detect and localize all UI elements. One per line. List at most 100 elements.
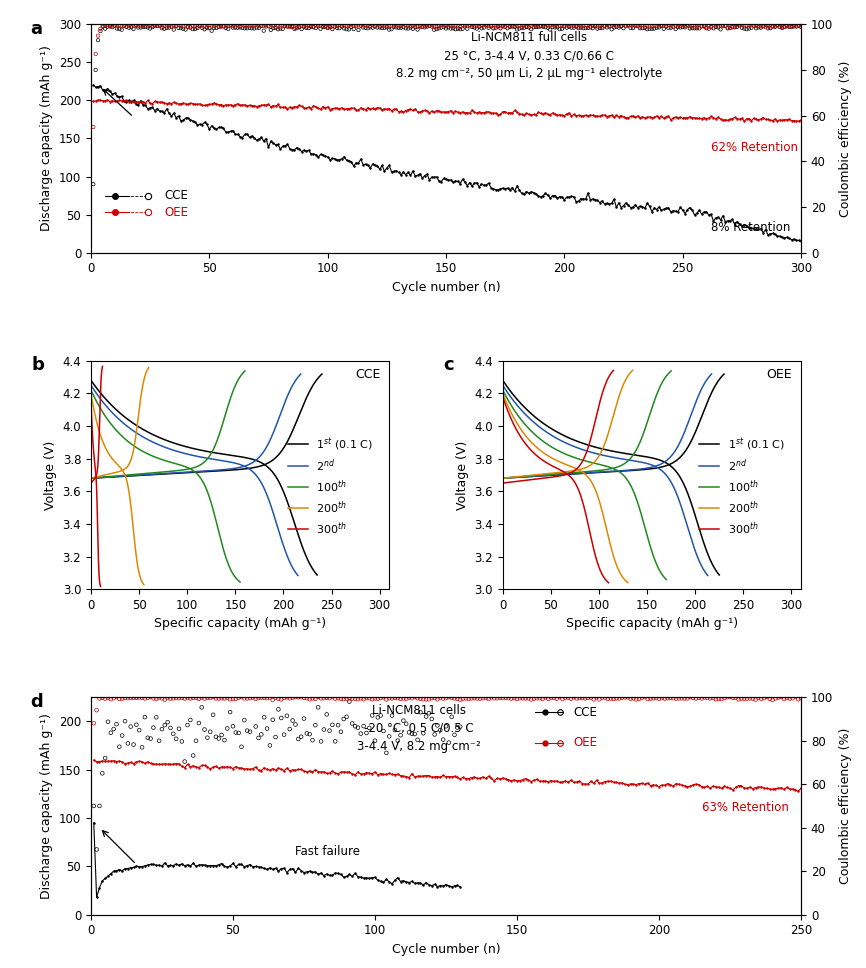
Point	[317, 690, 331, 706]
Point	[313, 21, 327, 37]
Point	[727, 19, 741, 35]
Point	[588, 17, 602, 33]
Point	[645, 18, 659, 34]
Point	[436, 732, 450, 747]
Point	[726, 19, 740, 35]
Point	[171, 17, 185, 33]
Point	[197, 18, 211, 34]
Point	[494, 20, 507, 36]
Point	[692, 690, 706, 706]
Text: 62% Retention: 62% Retention	[711, 141, 798, 155]
Point	[288, 21, 301, 37]
Point	[166, 726, 180, 741]
Point	[730, 19, 744, 35]
Point	[118, 713, 132, 729]
Point	[690, 20, 704, 36]
Point	[496, 17, 510, 33]
Point	[115, 728, 129, 743]
Point	[133, 19, 147, 35]
Point	[439, 690, 453, 706]
Point	[402, 690, 416, 706]
Text: 8% Retention: 8% Retention	[711, 222, 791, 234]
Point	[162, 19, 176, 35]
Point	[588, 18, 602, 34]
Point	[607, 691, 621, 707]
Point	[593, 20, 607, 36]
Point	[643, 18, 656, 34]
Point	[423, 18, 436, 34]
Point	[161, 714, 175, 730]
Point	[614, 18, 628, 34]
Point	[181, 690, 195, 706]
Point	[590, 689, 604, 705]
Point	[735, 20, 749, 36]
Point	[288, 19, 301, 35]
Point	[330, 20, 344, 36]
Point	[167, 22, 181, 38]
Point	[766, 692, 779, 708]
Point	[619, 18, 633, 34]
Point	[110, 18, 124, 34]
Point	[311, 689, 325, 705]
Point	[475, 18, 488, 34]
Point	[200, 730, 214, 745]
Point	[578, 20, 592, 36]
Point	[626, 690, 640, 706]
Point	[417, 19, 431, 35]
Point	[246, 690, 260, 706]
Point	[277, 727, 291, 742]
Point	[88, 62, 102, 77]
Point	[141, 730, 155, 745]
Point	[88, 46, 102, 62]
Point	[527, 17, 540, 33]
Point	[555, 691, 569, 707]
Point	[419, 709, 433, 724]
Point	[178, 754, 191, 770]
Point	[177, 21, 191, 37]
Point	[132, 19, 145, 35]
Point	[488, 20, 502, 36]
X-axis label: Cycle number (n): Cycle number (n)	[391, 281, 501, 294]
Point	[617, 16, 630, 32]
Point	[158, 18, 171, 34]
Point	[559, 17, 573, 33]
Point	[331, 717, 345, 733]
Point	[277, 690, 291, 706]
Point	[633, 18, 647, 34]
Point	[629, 18, 643, 34]
Point	[342, 690, 356, 706]
Point	[727, 19, 741, 35]
Point	[527, 691, 541, 707]
Point	[126, 690, 140, 706]
Point	[600, 19, 614, 35]
Point	[506, 18, 520, 34]
Point	[195, 20, 209, 36]
Point	[368, 18, 382, 34]
Point	[522, 19, 536, 35]
Point	[106, 19, 120, 35]
Point	[345, 19, 359, 35]
Point	[688, 20, 701, 36]
Point	[752, 690, 766, 706]
Point	[226, 691, 240, 707]
Point	[274, 20, 288, 36]
Point	[354, 17, 368, 33]
Point	[237, 712, 251, 728]
Point	[685, 20, 699, 36]
Point	[645, 21, 659, 37]
Point	[262, 18, 275, 34]
Point	[536, 18, 550, 34]
Point	[410, 18, 424, 34]
Point	[365, 20, 379, 36]
Point	[543, 22, 557, 38]
Point	[521, 690, 535, 706]
Point	[641, 691, 655, 707]
Point	[761, 18, 775, 34]
Point	[259, 17, 273, 33]
Point	[561, 690, 575, 706]
Point	[420, 17, 434, 33]
Point	[204, 690, 217, 706]
Text: c: c	[443, 356, 454, 374]
Point	[772, 17, 786, 33]
Point	[229, 691, 242, 707]
